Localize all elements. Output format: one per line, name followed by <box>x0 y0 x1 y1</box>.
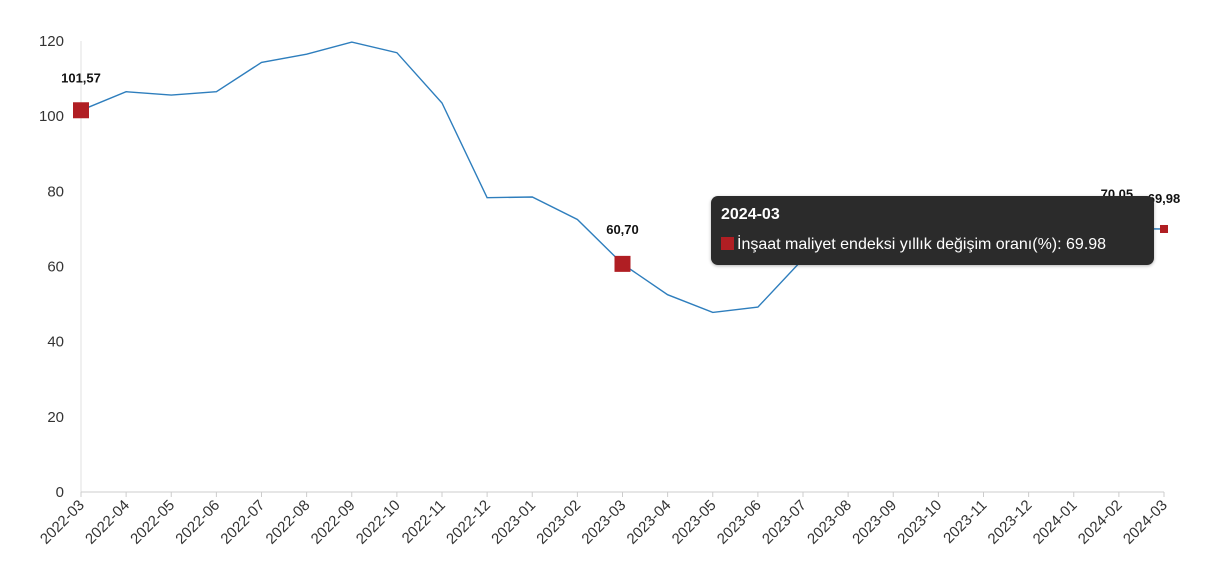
y-tick-label: 0 <box>56 484 64 501</box>
tooltip-row: İnşaat maliyet endeksi yıllık değişim or… <box>721 236 1106 254</box>
data-point-marker[interactable] <box>614 255 631 272</box>
x-tick-label: 2022-10 <box>353 497 404 548</box>
data-point-marker[interactable] <box>73 102 89 119</box>
x-tick-label: 2023-06 <box>714 497 765 548</box>
data-label: 69,98 <box>1148 191 1181 206</box>
x-tick-label: 2023-02 <box>533 497 584 548</box>
x-tick-label: 2023-09 <box>849 497 900 548</box>
x-tick-label: 2023-12 <box>984 497 1035 548</box>
data-point-marker[interactable] <box>1160 224 1168 233</box>
x-tick-label: 2022-07 <box>217 497 268 548</box>
y-tick-label: 100 <box>39 108 64 125</box>
y-tick-label: 20 <box>47 409 64 426</box>
x-tick-label: 2022-04 <box>82 497 133 548</box>
x-tick-label: 2022-06 <box>172 497 223 548</box>
x-tick-label: 2023-08 <box>804 497 855 548</box>
tooltip-series-swatch <box>721 237 734 250</box>
x-tick-label: 2023-03 <box>578 497 629 548</box>
y-tick-label: 120 <box>39 33 64 50</box>
tooltip-series-label: İnşaat maliyet endeksi yıllık değişim or… <box>737 236 1058 253</box>
x-tick-label: 2022-08 <box>262 497 313 548</box>
x-tick-label: 2023-07 <box>759 497 810 548</box>
x-tick-label: 2022-05 <box>127 497 178 548</box>
x-tick-label: 2023-05 <box>669 497 720 548</box>
x-tick-label: 2022-11 <box>399 497 449 547</box>
tooltip-title: 2024-03 <box>721 206 780 223</box>
x-tick-label: 2023-10 <box>894 497 945 548</box>
x-tick-label: 2022-12 <box>443 497 494 548</box>
y-axis: 0 20 40 60 80 100 120 <box>39 33 82 501</box>
x-tick-label: 2023-04 <box>623 497 674 548</box>
tooltip: 2024-03 İnşaat maliyet endeksi yıllık de… <box>711 196 1154 265</box>
tooltip-value: : 69.98 <box>1057 236 1107 253</box>
y-tick-label: 80 <box>47 183 64 200</box>
x-tick-label: 2022-03 <box>37 497 88 548</box>
x-tick-label: 2023-01 <box>488 497 539 548</box>
x-tick-label: 2024-01 <box>1030 497 1081 548</box>
y-tick-label: 40 <box>47 334 64 351</box>
x-tick-label: 2024-03 <box>1120 497 1171 548</box>
data-label: 101,57 <box>61 70 101 85</box>
data-label: 60,70 <box>606 222 639 237</box>
x-tick-label: 2022-09 <box>308 497 359 548</box>
y-tick-label: 60 <box>47 259 64 276</box>
x-tick-label: 2023-11 <box>940 497 990 547</box>
x-axis: 2022-032022-042022-052022-062022-072022-… <box>37 491 1171 548</box>
x-tick-label: 2024-02 <box>1075 497 1126 548</box>
